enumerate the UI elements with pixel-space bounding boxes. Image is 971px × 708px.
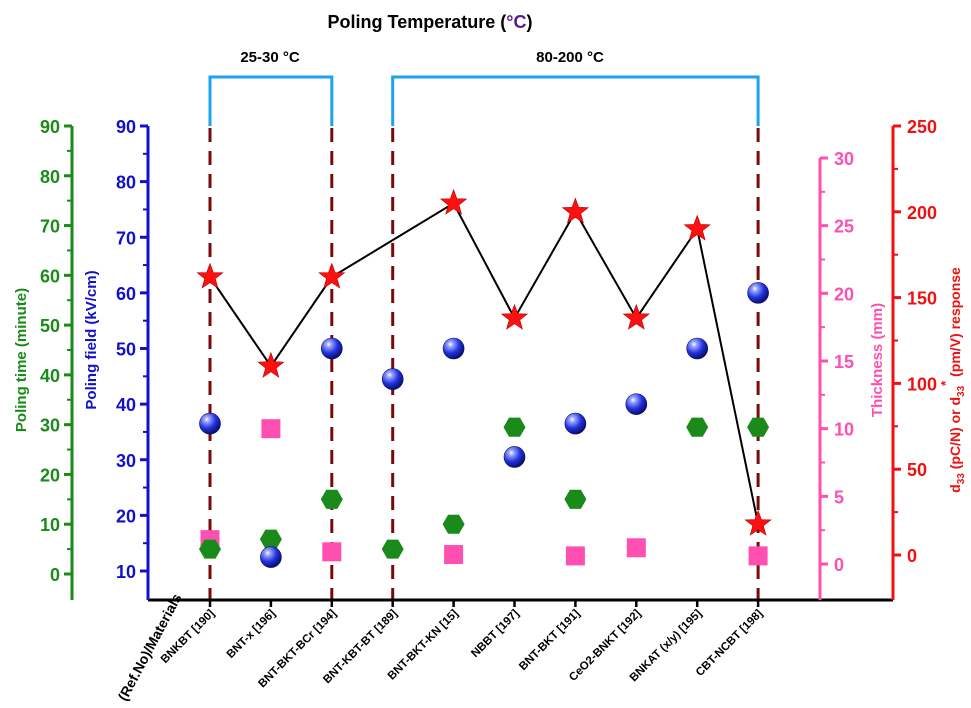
- poling-field-point: [625, 393, 648, 415]
- tick-label: 60: [116, 284, 136, 304]
- poling-field-point: [381, 368, 404, 390]
- poling-time-point: [381, 539, 404, 559]
- tick-label: 40: [40, 366, 60, 386]
- tick-label: 50: [40, 316, 60, 336]
- x-tick-label: BNT-x [196]: [225, 608, 278, 661]
- poling-time-point: [199, 539, 221, 559]
- poling-time-point: [564, 489, 587, 509]
- temperature-group-label-2: 80-200 °C: [536, 49, 604, 66]
- d33-point: [744, 509, 772, 536]
- tick-label: 5: [834, 487, 844, 507]
- poling-time-point: [320, 489, 343, 509]
- tick-label: 80: [40, 167, 60, 187]
- poling-field-point: [260, 546, 282, 568]
- temperature-bracket-2: [391, 75, 760, 126]
- x-tick-labels: BNKBT [190] BNT-x [196]BNT-BKT-BCr [194]B…: [159, 600, 765, 690]
- d33-point: [439, 188, 468, 215]
- tick-label: 20: [40, 465, 60, 485]
- d33-point: [622, 303, 650, 330]
- poling-time-point: [686, 417, 709, 437]
- d33-point: [318, 262, 346, 289]
- poling-time-point: [442, 514, 465, 534]
- poling-field-point: [564, 412, 587, 435]
- tick-label: 250: [907, 117, 937, 137]
- title-close: ): [526, 12, 532, 32]
- poling-field-point: [442, 337, 465, 360]
- axes: 0 10 20 30 40 50 60 70 80 90 10 20 30 40 50 60 70 80 90 0 5 1…: [40, 117, 937, 602]
- tick-label: 150: [907, 289, 937, 309]
- tick-label: 30: [40, 416, 60, 436]
- chart-title: Poling Temperature (°C): [328, 12, 533, 32]
- d33-point: [561, 197, 590, 224]
- poling-time-point: [747, 417, 770, 437]
- tick-label: 0: [907, 546, 917, 566]
- tick-label: 15: [834, 352, 854, 372]
- poling-field-point: [747, 282, 769, 304]
- tick-label: 50: [907, 460, 927, 480]
- temperature-brackets: [208, 75, 760, 126]
- x-tick-label: NBBT [197]: [469, 608, 521, 660]
- tick-label: 10: [116, 562, 136, 582]
- tick-label: 20: [116, 506, 136, 526]
- d33-point: [500, 303, 529, 330]
- poling-time-point: [503, 417, 526, 437]
- poling-field-point: [503, 446, 526, 468]
- thickness-point: [565, 546, 585, 566]
- tick-label: 30: [834, 149, 854, 169]
- thickness-point: [748, 546, 768, 566]
- tick-label: 70: [116, 228, 136, 248]
- title-unit: °C: [506, 12, 526, 32]
- tick-label: 20: [834, 284, 854, 304]
- tick-label: 90: [40, 117, 60, 137]
- thickness-point: [261, 419, 281, 439]
- temperature-group-label-1: 25-30 °C: [240, 49, 300, 66]
- tick-label: 80: [116, 173, 136, 193]
- x-tick-label: CBT-NCBT [198]: [694, 608, 765, 679]
- tick-label: 70: [40, 217, 60, 237]
- d33-axis-label: d33 (pC/N) or d33* (pm/V) response: [938, 267, 967, 493]
- poling-field-axis-label: Poling field (kV/cm): [83, 270, 100, 409]
- x-tick-label: BNT-BKT [191]: [517, 608, 583, 674]
- title-main: Poling Temperature (: [328, 12, 507, 32]
- tick-label: 100: [907, 374, 937, 394]
- poling-time-axis-label: Poling time (minute): [13, 288, 30, 432]
- poling-field-point: [199, 412, 221, 435]
- tick-label: 200: [907, 203, 937, 223]
- poling-field-point: [320, 337, 343, 360]
- thickness-point: [322, 542, 342, 562]
- tick-label: 40: [116, 395, 136, 415]
- tick-label: 10: [834, 420, 854, 440]
- temperature-bracket-1: [208, 75, 334, 126]
- group-divider-lines: [208, 128, 760, 600]
- tick-label: 0: [834, 555, 844, 575]
- d33-point: [683, 214, 711, 241]
- tick-label: 30: [116, 451, 136, 471]
- thickness-point: [444, 545, 464, 565]
- d33-line: [209, 201, 760, 525]
- tick-label: 10: [40, 515, 60, 535]
- d33-point: [196, 262, 224, 289]
- poling-time-point: [259, 529, 282, 549]
- data-markers: [196, 188, 772, 568]
- tick-label: 90: [116, 117, 136, 137]
- d33-point: [257, 351, 285, 378]
- tick-label: 0: [50, 565, 60, 585]
- thickness-axis-label: Thickness (mm): [869, 303, 886, 417]
- poling-field-point: [686, 337, 709, 360]
- d33-trend-line: [209, 201, 760, 525]
- thickness-point: [626, 538, 646, 558]
- tick-label: 50: [116, 340, 136, 360]
- tick-label: 60: [40, 266, 60, 286]
- tick-label: 25: [834, 217, 854, 237]
